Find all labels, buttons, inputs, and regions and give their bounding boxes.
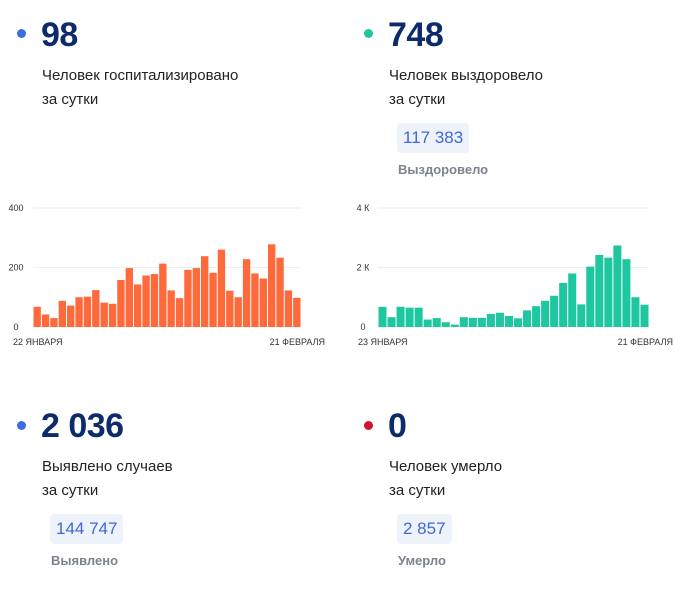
bar [622, 259, 631, 327]
recovered-desc-line1: Человек выздоровело [389, 67, 543, 84]
bar [468, 317, 477, 327]
deaths-total-badge: 2 857 [397, 514, 452, 544]
bar [414, 307, 423, 327]
deaths-total-label: Умерло [398, 553, 446, 568]
y-tick-label: 0 [13, 322, 18, 332]
bar [150, 274, 159, 327]
bar [192, 268, 201, 327]
hospitalized-value: 98 [41, 16, 78, 54]
bar [504, 315, 513, 327]
bar [67, 305, 75, 327]
bar [486, 313, 495, 327]
cases-value: 2 036 [41, 407, 124, 445]
bar [184, 269, 192, 327]
recovered-value: 748 [388, 16, 444, 54]
bar [100, 302, 108, 327]
bar [523, 310, 532, 327]
bar [284, 290, 293, 327]
bar [276, 257, 284, 327]
bar [92, 290, 100, 327]
recovered-total-badge: 117 383 [397, 123, 470, 153]
bar [175, 298, 184, 327]
recovered-total-label: Выздоровело [398, 162, 489, 177]
bar [450, 324, 459, 327]
deaths-desc-line1: Человек умерло [389, 458, 503, 475]
bar [640, 304, 649, 327]
x-end-label: 21 ФЕВРАЛЯ [270, 337, 325, 347]
cases-dot [17, 421, 26, 430]
cases-desc-line1: Выявлено случаев [42, 458, 173, 475]
y-tick-label: 400 [8, 203, 23, 213]
bar [293, 297, 301, 327]
bar [568, 273, 577, 327]
bar [41, 314, 50, 327]
bar [631, 297, 640, 327]
bar [541, 300, 550, 327]
bar [234, 297, 242, 327]
bar [613, 245, 622, 327]
bar [75, 297, 83, 327]
bar [209, 272, 217, 327]
y-tick-label: 200 [8, 263, 23, 273]
bar [167, 290, 175, 327]
y-tick-label: 2 К [357, 263, 371, 273]
bar [459, 317, 468, 327]
bar [405, 307, 414, 327]
hospitalized-chart: 0 200 400 22 ЯНВАРЯ 21 ФЕВРАЛЯ [8, 203, 325, 347]
bar [396, 306, 405, 327]
bar [251, 273, 259, 327]
bar [217, 249, 226, 327]
x-start-label: 23 ЯНВАРЯ [358, 337, 408, 347]
y-tick-label: 0 [360, 322, 365, 332]
bar [532, 306, 541, 327]
bar [226, 290, 234, 327]
x-end-label: 21 ФЕВРАЛЯ [618, 337, 673, 347]
bar [387, 317, 396, 327]
bar [477, 317, 486, 327]
bar [33, 306, 41, 327]
bar [595, 255, 604, 327]
bar [495, 312, 504, 327]
recovered-chart: 0 2 К 4 К 23 ЯНВАРЯ 21 ФЕВРАЛЯ [357, 203, 673, 347]
bar [50, 318, 58, 327]
recovered-dot [364, 29, 373, 38]
bar [259, 278, 268, 327]
hospitalized-dot [17, 29, 26, 38]
hospitalized-desc-line1: Человек госпитализировано [42, 67, 239, 84]
y-tick-label: 4 К [357, 203, 371, 213]
bar [142, 275, 150, 327]
x-start-label: 22 ЯНВАРЯ [13, 337, 63, 347]
bar [159, 263, 167, 327]
bar [432, 318, 441, 327]
bar [83, 296, 92, 327]
bar [378, 306, 387, 327]
bar [514, 318, 523, 327]
deaths-dot [364, 421, 373, 430]
bar [577, 304, 586, 327]
bar [117, 280, 125, 327]
deaths-desc-line2: за сутки [389, 482, 446, 499]
bar [550, 295, 559, 327]
bar [58, 300, 67, 327]
bar [125, 268, 134, 327]
bar [604, 257, 613, 327]
cases-total-label: Выявлено [51, 553, 119, 568]
cases-total-badge: 144 747 [50, 514, 124, 544]
cases-desc-line2: за сутки [42, 482, 99, 499]
bar [108, 303, 117, 327]
deaths-value: 0 [388, 407, 407, 445]
bar [441, 322, 450, 327]
bar [242, 259, 251, 327]
bar [268, 244, 276, 327]
bar [201, 256, 209, 327]
bar [134, 284, 142, 327]
recovered-desc-line2: за сутки [389, 91, 446, 108]
bar [586, 266, 595, 327]
hospitalized-desc-line2: за сутки [42, 91, 99, 108]
bar [423, 319, 432, 327]
bar [559, 282, 568, 327]
